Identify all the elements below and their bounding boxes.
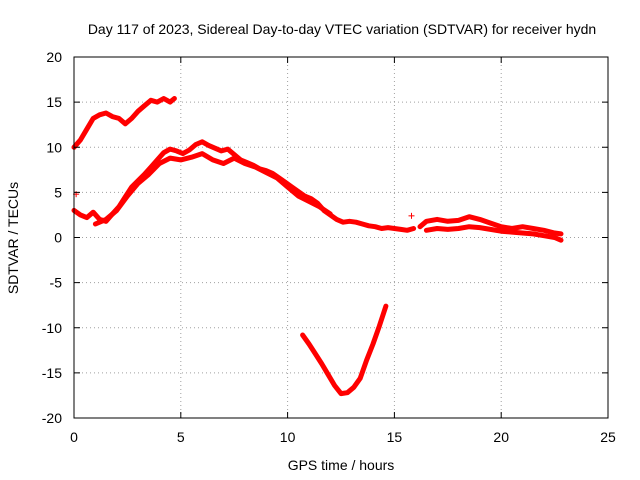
y-tick-label: -10 <box>42 320 62 336</box>
y-tick-label: 5 <box>54 184 62 200</box>
y-tick-label: -15 <box>42 365 62 381</box>
y-tick-label: -5 <box>50 275 63 291</box>
x-tick-label: 20 <box>493 429 509 445</box>
series-upper-early <box>71 96 177 150</box>
data-layer <box>71 96 564 397</box>
y-tick-label: 15 <box>46 94 62 110</box>
x-axis-label: GPS time / hours <box>288 457 395 473</box>
x-tick-label: 15 <box>387 429 403 445</box>
series-late-trace <box>417 214 564 237</box>
y-tick-labels: -20 -15 -10 -5 0 5 10 15 20 <box>42 49 62 426</box>
x-tick-label: 10 <box>280 429 296 445</box>
x-tick-label: 5 <box>177 429 185 445</box>
x-tick-label: 25 <box>600 429 616 445</box>
series-main-trace <box>71 139 417 233</box>
y-tick-label: 0 <box>54 230 62 246</box>
y-axis-label: SDTVAR / TECUs <box>5 182 21 294</box>
series-negative-dip <box>300 303 389 397</box>
y-tick-label: 20 <box>46 49 62 65</box>
axis-ticks <box>73 56 609 419</box>
grid-lines <box>74 57 608 418</box>
x-tick-labels: 0 5 10 15 20 25 <box>70 429 616 445</box>
y-tick-label: -20 <box>42 410 62 426</box>
data-point <box>408 212 415 219</box>
y-tick-label: 10 <box>46 139 62 155</box>
series-late-trace-lower <box>423 224 564 243</box>
series-main-trace-lower <box>92 151 333 227</box>
chart-title: Day 117 of 2023, Sidereal Day-to-day VTE… <box>88 21 596 37</box>
x-tick-label: 0 <box>70 429 78 445</box>
